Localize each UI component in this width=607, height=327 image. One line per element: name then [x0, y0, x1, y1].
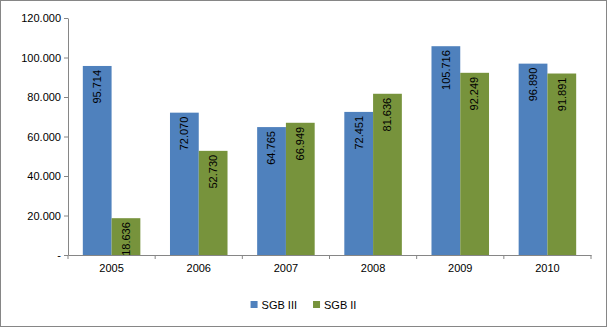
bar	[431, 46, 460, 255]
y-axis: - 20.000 40.000 60.000 80.000 100.000 120.000	[21, 12, 68, 261]
x-separator	[416, 255, 417, 259]
y-tick: -	[57, 249, 68, 261]
data-label: 72.070	[178, 117, 190, 151]
x-tick-label: 2010	[535, 262, 559, 274]
bar-series	[83, 46, 548, 255]
x-separators	[68, 255, 591, 259]
y-tick-label: 80.000	[27, 91, 61, 103]
data-label: 52.730	[207, 155, 219, 189]
x-separator	[503, 255, 504, 259]
y-tick: 80.000	[27, 91, 68, 103]
x-separator	[68, 255, 69, 259]
data-labels: 95.714 72.070 64.765 72.451 105.716 96.890 18.…	[91, 50, 568, 256]
bar	[547, 74, 576, 255]
data-label: 64.765	[265, 131, 277, 165]
data-label: 92.249	[468, 77, 480, 111]
chart: - 20.000 40.000 60.000 80.000 100.000 120.000 2…	[0, 0, 607, 327]
x-separator	[591, 255, 592, 259]
x-separator	[329, 255, 330, 259]
x-tick-label: 2009	[448, 262, 472, 274]
data-label: 96.890	[527, 68, 539, 102]
data-label: 95.714	[91, 70, 103, 104]
x-tick: 2005	[99, 255, 123, 274]
x-tick-label: 2008	[361, 262, 385, 274]
y-tick-mark	[64, 216, 68, 217]
chart-frame	[1, 1, 607, 327]
y-tick: 100.000	[21, 52, 68, 64]
y-tick-label: 100.000	[21, 52, 61, 64]
x-tick-label: 2007	[274, 262, 298, 274]
legend-label: SGB III	[262, 299, 297, 311]
data-label: 66.949	[294, 127, 306, 161]
legend-item: SGB III	[251, 299, 297, 311]
bars	[83, 46, 576, 255]
data-label: 91.891	[556, 78, 568, 112]
x-tick-label: 2005	[99, 262, 123, 274]
y-tick-label: 120.000	[21, 12, 61, 24]
y-tick: 20.000	[27, 210, 68, 222]
x-axis: 2005 2006 2007 2008 2009 2010	[69, 255, 592, 274]
data-label: 81.636	[381, 98, 393, 132]
bar-series	[112, 73, 577, 255]
bar	[83, 66, 112, 255]
legend: SGB III SGB II	[251, 299, 357, 311]
x-tick: 2008	[361, 255, 385, 274]
x-tick: 2006	[187, 255, 211, 274]
bar	[344, 112, 373, 255]
data-label: 105.716	[440, 50, 452, 90]
y-tick-label: 20.000	[27, 210, 61, 222]
data-label: 72.451	[353, 116, 365, 150]
x-tick: 2007	[274, 255, 298, 274]
y-tick-mark	[64, 18, 68, 19]
legend-item: SGB II	[313, 299, 356, 311]
x-tick: 2010	[535, 255, 559, 274]
legend-swatch	[251, 301, 258, 308]
legend-swatch	[313, 301, 320, 308]
x-separator	[155, 255, 156, 259]
bar	[519, 64, 548, 255]
bar	[373, 94, 402, 255]
y-tick: 60.000	[27, 131, 68, 143]
y-tick: 120.000	[21, 12, 68, 24]
bar	[257, 127, 286, 255]
plot-area: - 20.000 40.000 60.000 80.000 100.000 120.000 2…	[21, 12, 591, 274]
y-tick-mark	[64, 137, 68, 138]
x-separator	[242, 255, 243, 259]
bar	[460, 73, 489, 255]
y-tick: 40.000	[27, 170, 68, 182]
y-tick-label: -	[57, 249, 61, 261]
y-tick-label: 60.000	[27, 131, 61, 143]
y-axis-line	[68, 19, 69, 256]
y-tick-mark	[64, 58, 68, 59]
bar	[112, 218, 141, 255]
y-tick-mark	[64, 176, 68, 177]
y-tick-mark	[64, 255, 68, 256]
legend-label: SGB II	[324, 299, 356, 311]
bar	[170, 113, 199, 255]
x-tick-label: 2006	[187, 262, 211, 274]
y-tick-label: 40.000	[27, 170, 61, 182]
data-label: 18.636	[120, 222, 132, 256]
y-tick-mark	[64, 97, 68, 98]
bar	[199, 151, 228, 255]
bar	[286, 123, 315, 255]
x-tick: 2009	[448, 255, 472, 274]
